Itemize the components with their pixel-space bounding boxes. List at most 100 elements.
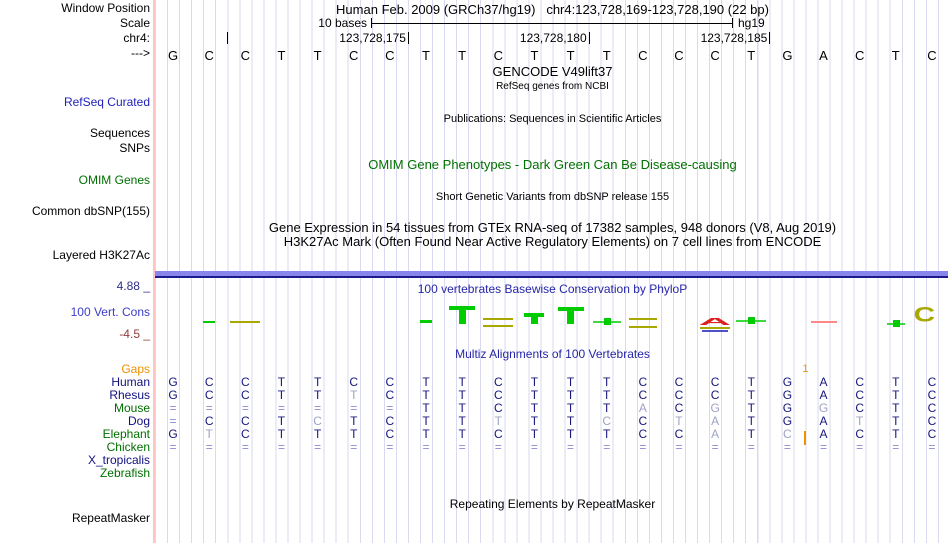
sequence-base: C [674,48,684,63]
ruler-coordinate-label: 123,728,180 [519,31,587,45]
track-title-dbsnp[interactable]: Short Genetic Variants from dbSNP releas… [435,191,670,203]
label-x-tropicalis[interactable]: X_tropicalis [87,453,150,467]
alignment-base-rhesus: C [674,388,684,402]
label-refseq-curated[interactable]: RefSeq Curated [63,95,150,109]
window-position-title: Human Feb. 2009 (GRCh37/hg19) chr4:123,7… [336,2,769,17]
conservation-letter-C: C [913,301,936,327]
alignment-base-chicken: = [820,440,828,454]
alignment-base-dog: T [747,414,755,428]
label-rhesus[interactable]: Rhesus [109,388,150,402]
sequence-base: C [493,48,503,63]
alignment-base-dog: C [313,414,322,428]
track-title-repeat[interactable]: Repeating Elements by RepeatMasker [449,497,656,511]
label-chr4[interactable]: chr4: [123,31,150,45]
track-title-omim[interactable]: OMIM Gene Phenotypes - Dark Green Can Be… [368,157,737,172]
label-layered-h3k27ac[interactable]: Layered H3K27Ac [52,248,150,262]
alignment-base-rhesus: T [530,388,539,402]
sequence-base: C [710,48,720,63]
scale-bar-left-cap [371,18,372,28]
label-gaps[interactable]: Gaps [121,362,150,376]
alignment-base-human: T [892,375,900,389]
alignment-base-chicken: = [350,440,358,454]
label-common-dbsnp[interactable]: Common dbSNP(155) [31,204,150,218]
alignment-base-elephant: T [530,427,539,441]
track-title-refseq-sub[interactable]: RefSeq genes from NCBI [496,81,609,92]
ruler-tick [588,32,590,44]
alignment-base-dog: = [169,414,177,428]
alignment-base-elephant: C [638,427,648,441]
label-repeatmasker[interactable]: RepeatMasker [71,511,150,525]
track-title-gencode[interactable]: GENCODE V49lift37 [492,64,613,79]
layered-h3k27ac-peak[interactable] [155,271,948,278]
label-scale[interactable]: Scale [119,16,150,30]
alignment-base-mouse: T [747,401,755,415]
alignment-base-chicken: = [458,440,466,454]
alignment-base-dog: T [530,414,539,428]
alignment-base-elephant: T [892,427,900,441]
alignment-base-chicken: = [603,440,611,454]
label-elephant[interactable]: Elephant [102,427,150,441]
gaps-insertion-count: 1 [802,363,809,375]
alignment-base-dog: T [494,414,502,428]
label-snps[interactable]: SNPs [119,141,150,155]
alignment-base-human: T [422,375,430,389]
track-title-gtex[interactable]: Gene Expression in 54 tissues from GTEx … [268,220,837,235]
alignment-base-mouse: = [350,401,358,415]
alignment-base-rhesus: G [782,388,793,402]
alignment-base-chicken: = [567,440,575,454]
alignment-base-dog: T [566,414,575,428]
alignment-base-elephant: T [747,427,755,441]
alignment-base-rhesus: C [855,388,864,402]
label-chicken[interactable]: Chicken [106,440,150,454]
alignment-base-human: C [240,375,250,389]
label-omim-genes[interactable]: OMIM Genes [78,173,150,187]
alignment-base-mouse: G [782,401,793,415]
label-human[interactable]: Human [111,375,150,389]
sequence-base: C [385,48,395,63]
alignment-base-human: C [349,375,359,389]
conservation-mark-dash [203,321,216,323]
label-vert-cons[interactable]: 100 Vert. Cons [70,305,150,319]
sequence-base: C [349,48,359,63]
label-cons-min[interactable]: -4.5 _ [119,327,150,341]
sequence-base: T [530,48,539,63]
alignment-base-dog: C [240,414,250,428]
alignment-base-human: A [819,375,828,389]
label-dog[interactable]: Dog [127,414,150,428]
conservation-mark-flat-letter [628,318,657,328]
sequence-base: T [602,48,611,63]
alignment-base-elephant: T [422,427,430,441]
track-title-phylop[interactable]: 100 vertebrates Basewise Conservation by… [417,282,688,296]
alignment-base-elephant: T [350,427,358,441]
label-strand[interactable]: ---> [131,46,150,60]
alignment-base-elephant: C [855,427,864,441]
alignment-base-elephant: C [927,427,937,441]
alignment-base-mouse: T [603,401,611,415]
track-title-h3k27ac[interactable]: H3K27Ac Mark (Often Found Near Active Re… [283,234,822,249]
alignment-base-chicken: = [928,440,936,454]
label-cons-max[interactable]: 4.88 _ [116,279,150,293]
alignment-base-rhesus: C [927,388,937,402]
alignment-base-dog: C [602,414,612,428]
alignment-base-chicken: = [711,440,719,454]
alignment-base-chicken: = [494,440,502,454]
alignment-base-dog: A [819,414,828,428]
track-title-multiz[interactable]: Multiz Alignments of 100 Vertebrates [455,347,650,361]
T-stem [530,316,538,324]
alignment-base-chicken: = [386,440,394,454]
label-mouse[interactable]: Mouse [113,401,150,415]
label-sequences[interactable]: Sequences [89,126,150,140]
T-bar [524,313,545,317]
alignment-base-human: C [927,375,937,389]
sequence-base: T [422,48,430,63]
assembly-label: hg19 [738,16,765,30]
track-title-publications[interactable]: Publications: Sequences in Scientific Ar… [443,113,662,125]
alignment-base-human: T [603,375,611,389]
alignment-base-rhesus: C [240,388,250,402]
label-window-position[interactable]: Window Position [61,1,150,15]
sequence-base: T [747,48,756,63]
label-zebrafish[interactable]: Zebrafish [99,466,150,480]
alignment-base-human: C [493,375,503,389]
alignment-base-rhesus: T [458,388,466,402]
alignment-base-rhesus: T [603,388,611,402]
